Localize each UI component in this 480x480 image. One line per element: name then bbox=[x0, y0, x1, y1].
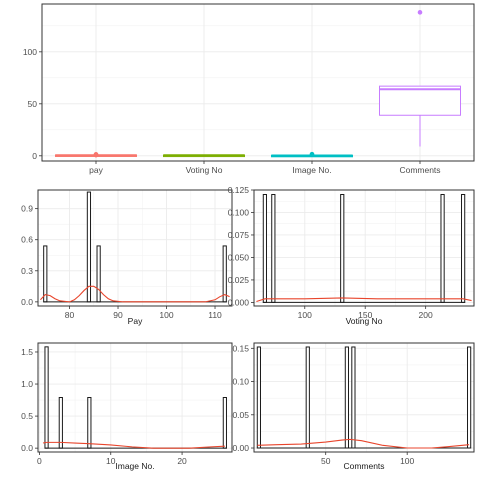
y-tick-label: 0.10 bbox=[232, 377, 249, 387]
histogram-bar bbox=[86, 191, 92, 303]
x-tick-label: Image No. bbox=[292, 165, 331, 175]
histogram-bar bbox=[44, 346, 49, 449]
x-tick-label: 100 bbox=[159, 310, 173, 320]
y-tick-label: 0.9 bbox=[21, 204, 33, 214]
histogram-bar bbox=[271, 193, 276, 303]
x-tick-label: 20 bbox=[177, 456, 187, 466]
outlier-point bbox=[417, 10, 423, 15]
histogram-bar bbox=[262, 193, 267, 303]
panel-border bbox=[253, 342, 475, 453]
histogram-bar bbox=[467, 346, 472, 449]
plot-background bbox=[38, 343, 232, 452]
density-curve bbox=[256, 297, 472, 303]
histogram-bar bbox=[351, 346, 356, 449]
y-tick-label: 0.000 bbox=[228, 297, 250, 307]
histogram-bar bbox=[96, 245, 101, 303]
panel-border bbox=[37, 342, 233, 453]
histogram-bar bbox=[305, 346, 310, 449]
histogram-bar bbox=[344, 346, 349, 449]
y-tick-label: 0.100 bbox=[228, 207, 250, 217]
y-tick-label: 0.050 bbox=[228, 252, 250, 262]
outlier-point bbox=[93, 152, 99, 157]
outlier-point bbox=[309, 151, 315, 157]
box-body bbox=[379, 85, 461, 116]
panel-border bbox=[253, 189, 475, 307]
y-tick-label: 100 bbox=[23, 47, 37, 57]
histogram-panel-2: 0.000 0.025 0.050 0.075 0.100 0.125 100 150 200 V… bbox=[228, 185, 475, 326]
x-tick-label: Comments bbox=[399, 165, 440, 175]
y-tick-label: 0.00 bbox=[232, 443, 249, 453]
box-0 bbox=[55, 152, 137, 158]
y-tick-label: 0.075 bbox=[228, 230, 250, 240]
box-1 bbox=[163, 154, 245, 158]
y-tick-label: 0.5 bbox=[21, 411, 33, 421]
y-tick-label: 0.0 bbox=[21, 443, 33, 453]
histogram-bar bbox=[87, 397, 92, 449]
y-tick-label: 0.0 bbox=[21, 297, 33, 307]
panel-border bbox=[41, 3, 475, 162]
y-tick-label: 0.3 bbox=[21, 266, 33, 276]
y-tick-label: 1.5 bbox=[21, 347, 33, 357]
density-curve bbox=[42, 441, 225, 449]
histogram-bar bbox=[461, 193, 466, 303]
y-tick-label: 0.6 bbox=[21, 235, 33, 245]
x-tick-label: 0 bbox=[37, 456, 42, 466]
histogram-panel-4: 0.00 0.05 0.10 0.15 50 100 Comments bbox=[232, 342, 475, 471]
histogram-bar bbox=[43, 245, 48, 303]
x-axis-label: Voting No bbox=[346, 316, 383, 326]
histogram-bar bbox=[222, 397, 227, 449]
boxplot-panel: 0 50 100 pay Voting No Image No. Comments bbox=[23, 3, 475, 175]
x-tick-label: pay bbox=[89, 165, 103, 175]
x-tick-label: 10 bbox=[106, 456, 116, 466]
y-tick-label: 1.0 bbox=[21, 379, 33, 389]
x-tick-label: 100 bbox=[298, 310, 312, 320]
x-tick-label: 80 bbox=[65, 310, 75, 320]
plot-background bbox=[42, 4, 474, 161]
plot-background bbox=[38, 190, 232, 306]
x-axis-label: Comments bbox=[343, 461, 384, 471]
x-axis-label: Pay bbox=[128, 316, 143, 326]
y-tick-label: 0.15 bbox=[232, 343, 249, 353]
x-tick-label: 110 bbox=[208, 310, 222, 320]
y-tick-label: 0.125 bbox=[228, 185, 250, 195]
histogram-bar bbox=[440, 193, 445, 303]
y-tick-label: 0 bbox=[32, 151, 37, 161]
box-3 bbox=[379, 10, 461, 147]
plot-background bbox=[254, 343, 474, 452]
histogram-panel-1: 0.0 0.3 0.6 0.9 80 90 100 110 Pay bbox=[21, 189, 233, 326]
histogram-bar bbox=[340, 193, 345, 303]
histogram-bar bbox=[222, 245, 227, 303]
panel-border bbox=[37, 189, 233, 307]
histogram-bar bbox=[58, 397, 63, 449]
x-tick-label: 150 bbox=[358, 310, 372, 320]
x-tick-label: Voting No bbox=[186, 165, 223, 175]
histogram-bar bbox=[256, 346, 261, 449]
plot-background bbox=[254, 190, 474, 306]
y-tick-label: 0.05 bbox=[232, 410, 249, 420]
density-curve bbox=[257, 438, 470, 449]
y-tick-label: 50 bbox=[28, 99, 38, 109]
x-tick-label: 50 bbox=[321, 456, 331, 466]
x-tick-label: 100 bbox=[400, 456, 414, 466]
histogram-panel-3: 0.0 0.5 1.0 1.5 0 10 20 Image No. bbox=[21, 342, 233, 471]
x-tick-label: 200 bbox=[419, 310, 433, 320]
box-2 bbox=[271, 151, 353, 158]
y-tick-label: 0.025 bbox=[228, 275, 250, 285]
x-axis-label: Image No. bbox=[115, 461, 154, 471]
density-curve bbox=[40, 285, 230, 303]
x-tick-label: 90 bbox=[113, 310, 123, 320]
